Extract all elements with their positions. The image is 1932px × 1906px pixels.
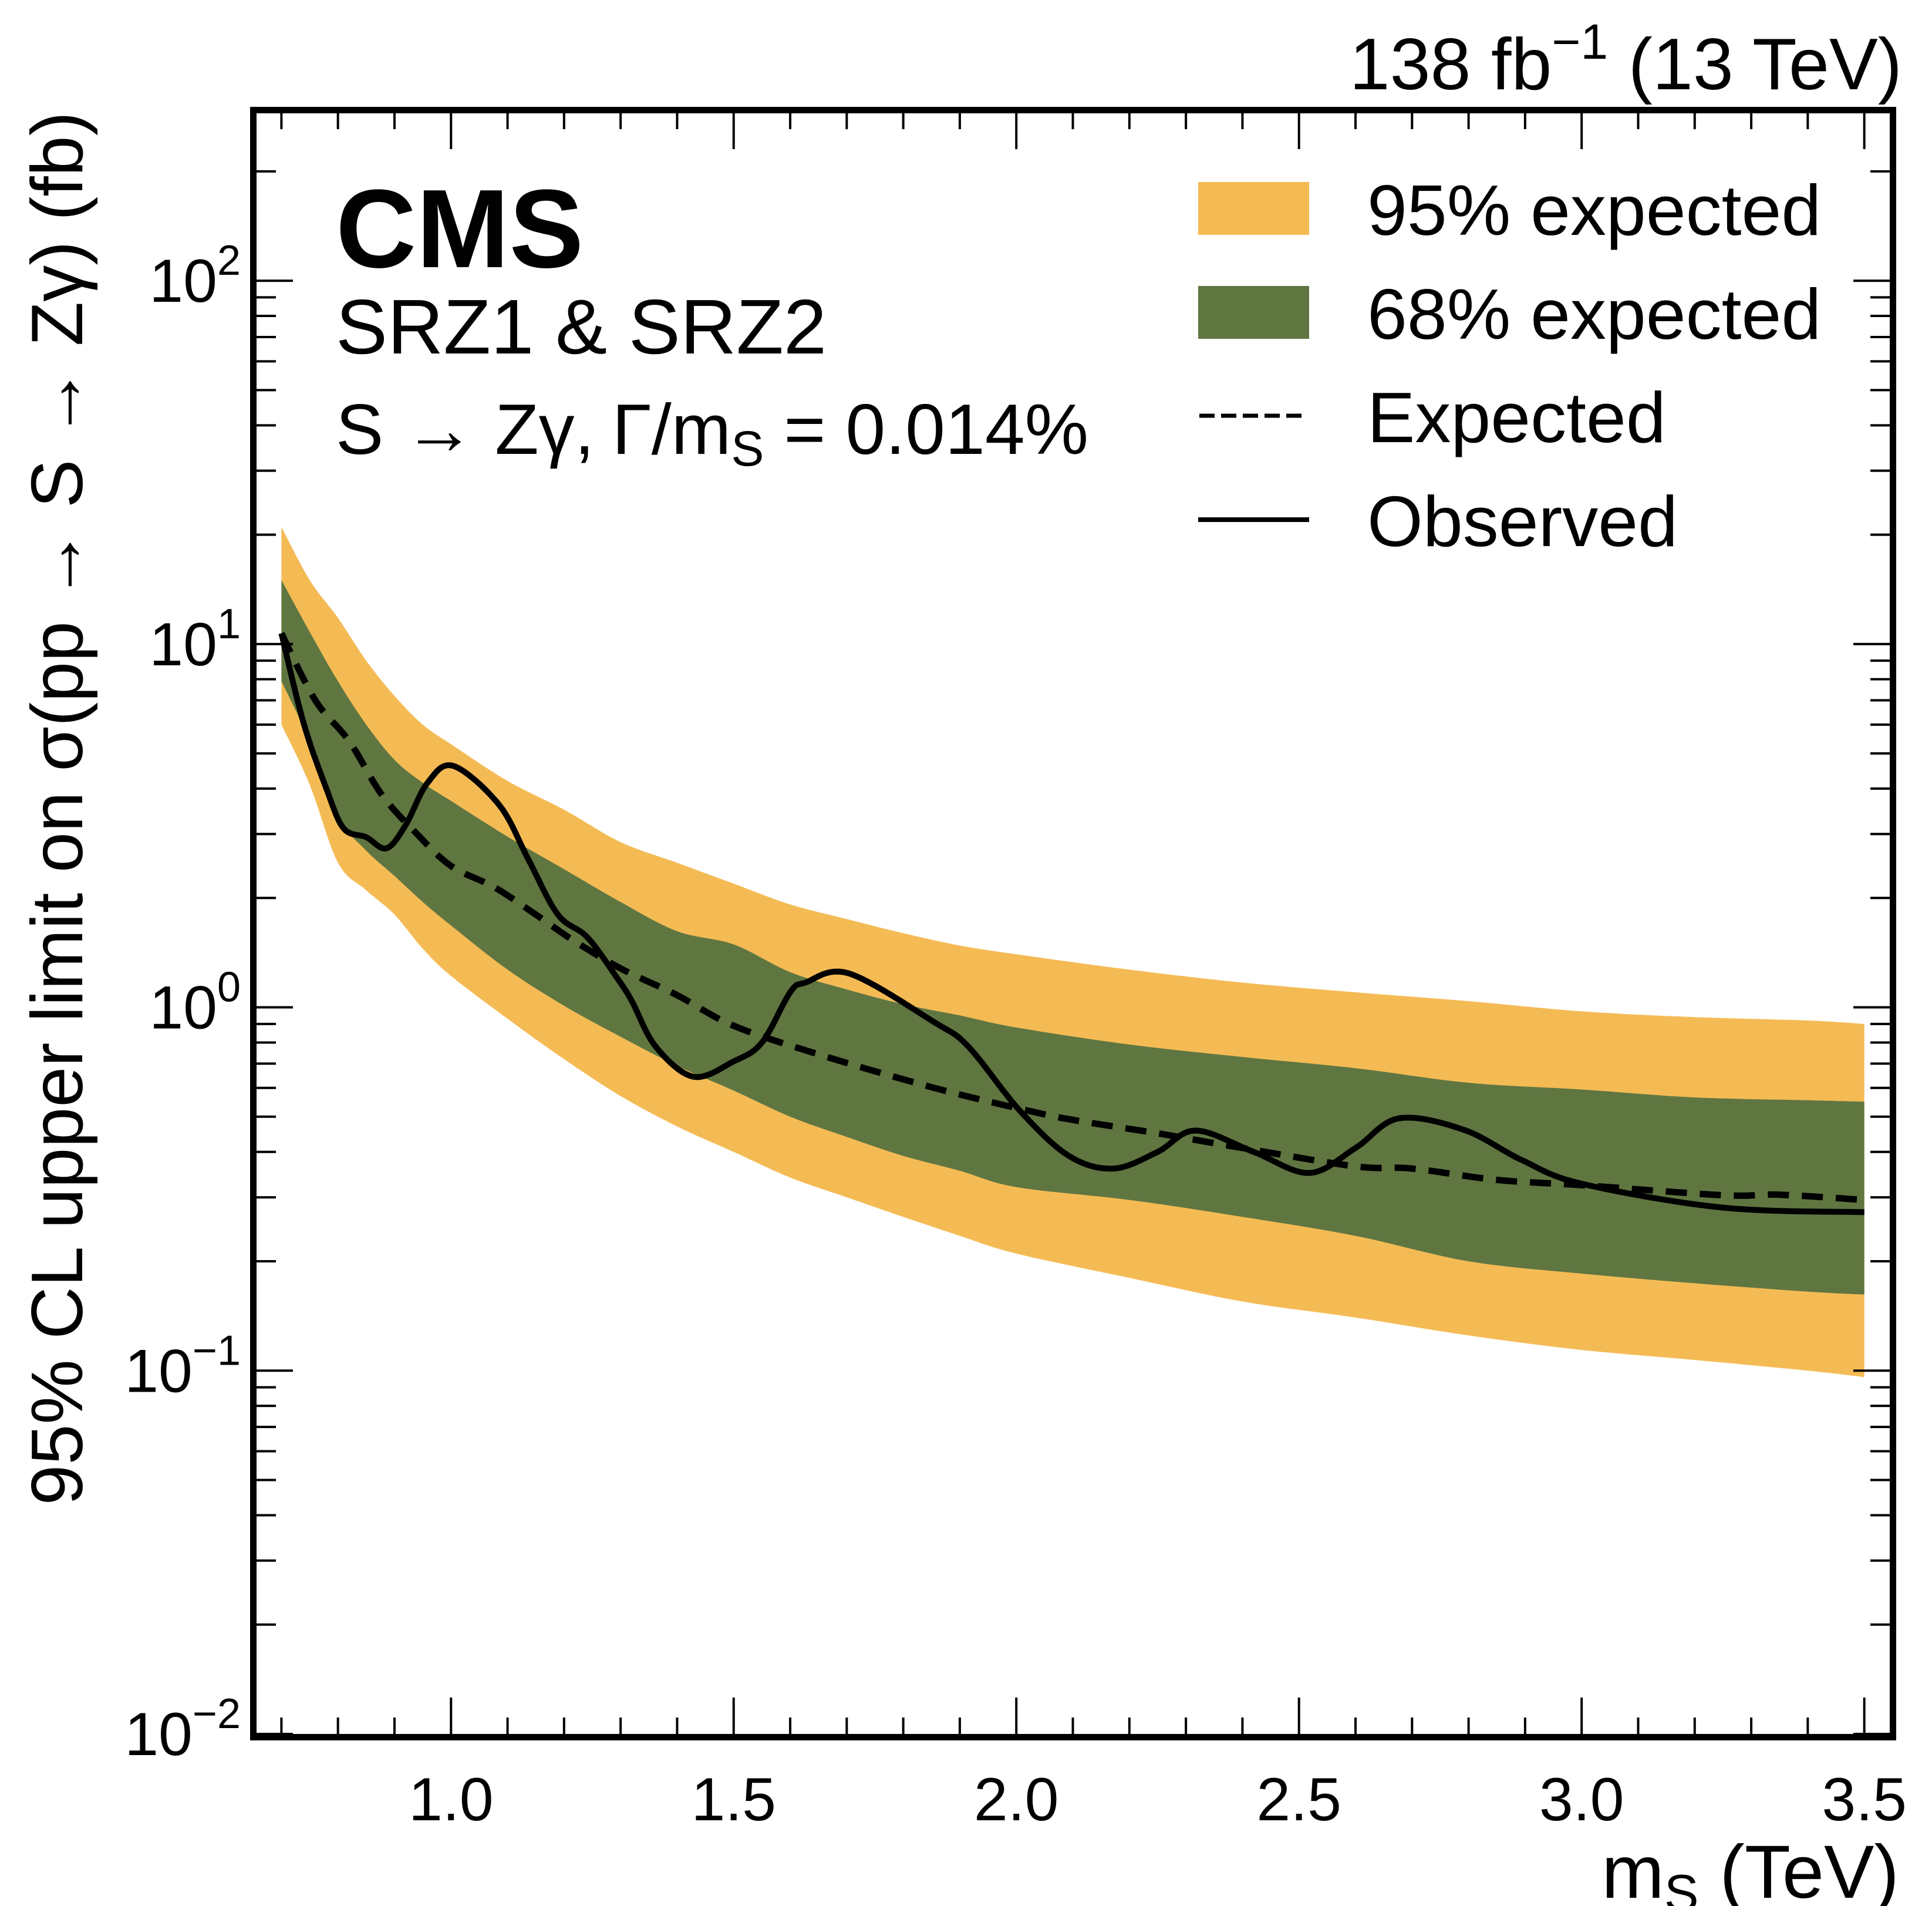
x-tick-label: 1.0 [409,1766,494,1834]
legend-item-95: 95% expected [1198,170,1821,250]
y-tick-label: 102 [149,237,241,315]
legend: 95% expected 68% expected Expected Obser… [1198,170,1821,561]
legend-item-observed: Observed [1198,481,1678,561]
legend-label-95: 95% expected [1367,170,1821,250]
region-label: SRZ1 & SRZ2 [336,284,827,370]
legend-swatch-95 [1198,182,1309,235]
y-tick-label: 10−1 [124,1327,241,1405]
legend-swatch-68 [1198,286,1309,339]
x-tick-label: 2.0 [974,1766,1059,1834]
legend-label-expected: Expected [1367,378,1666,457]
legend-label-68: 68% expected [1367,274,1821,354]
plot-area [278,527,1865,1378]
x-tick-label: 1.5 [691,1766,776,1834]
x-tick-labels: 1.0 1.5 2.0 2.5 3.0 3.5 [409,1766,1907,1834]
process-label: S → Zγ, Γ/mS = 0.014% [336,389,1088,476]
expected-limit-line [278,632,1865,1204]
y-tick-labels: 10−2 10−1 100 101 102 [124,237,241,1769]
band-68-expected [281,580,1864,1295]
y-tick-label: 10−2 [124,1691,241,1769]
observed-limit-line [278,632,1864,1215]
y-tick-label: 101 [149,601,241,679]
y-tick-label: 100 [149,964,241,1042]
x-axis-label: mS (TeV) [1601,1830,1899,1906]
legend-item-68: 68% expected [1198,274,1821,354]
x-tick-label: 2.5 [1256,1766,1341,1834]
legend-item-expected: Expected [1199,378,1666,457]
x-tick-label: 3.0 [1539,1766,1624,1834]
cms-label: CMS [336,167,584,291]
lumi-label: 138 fb−1 (13 TeV) [1350,14,1902,105]
y-axis-label: 95% CL upper limit on σ(pp → S → Zγ) (fb… [17,112,98,1506]
legend-label-observed: Observed [1367,481,1678,561]
x-tick-label: 3.5 [1822,1766,1907,1834]
plot-frame [250,107,1896,1740]
